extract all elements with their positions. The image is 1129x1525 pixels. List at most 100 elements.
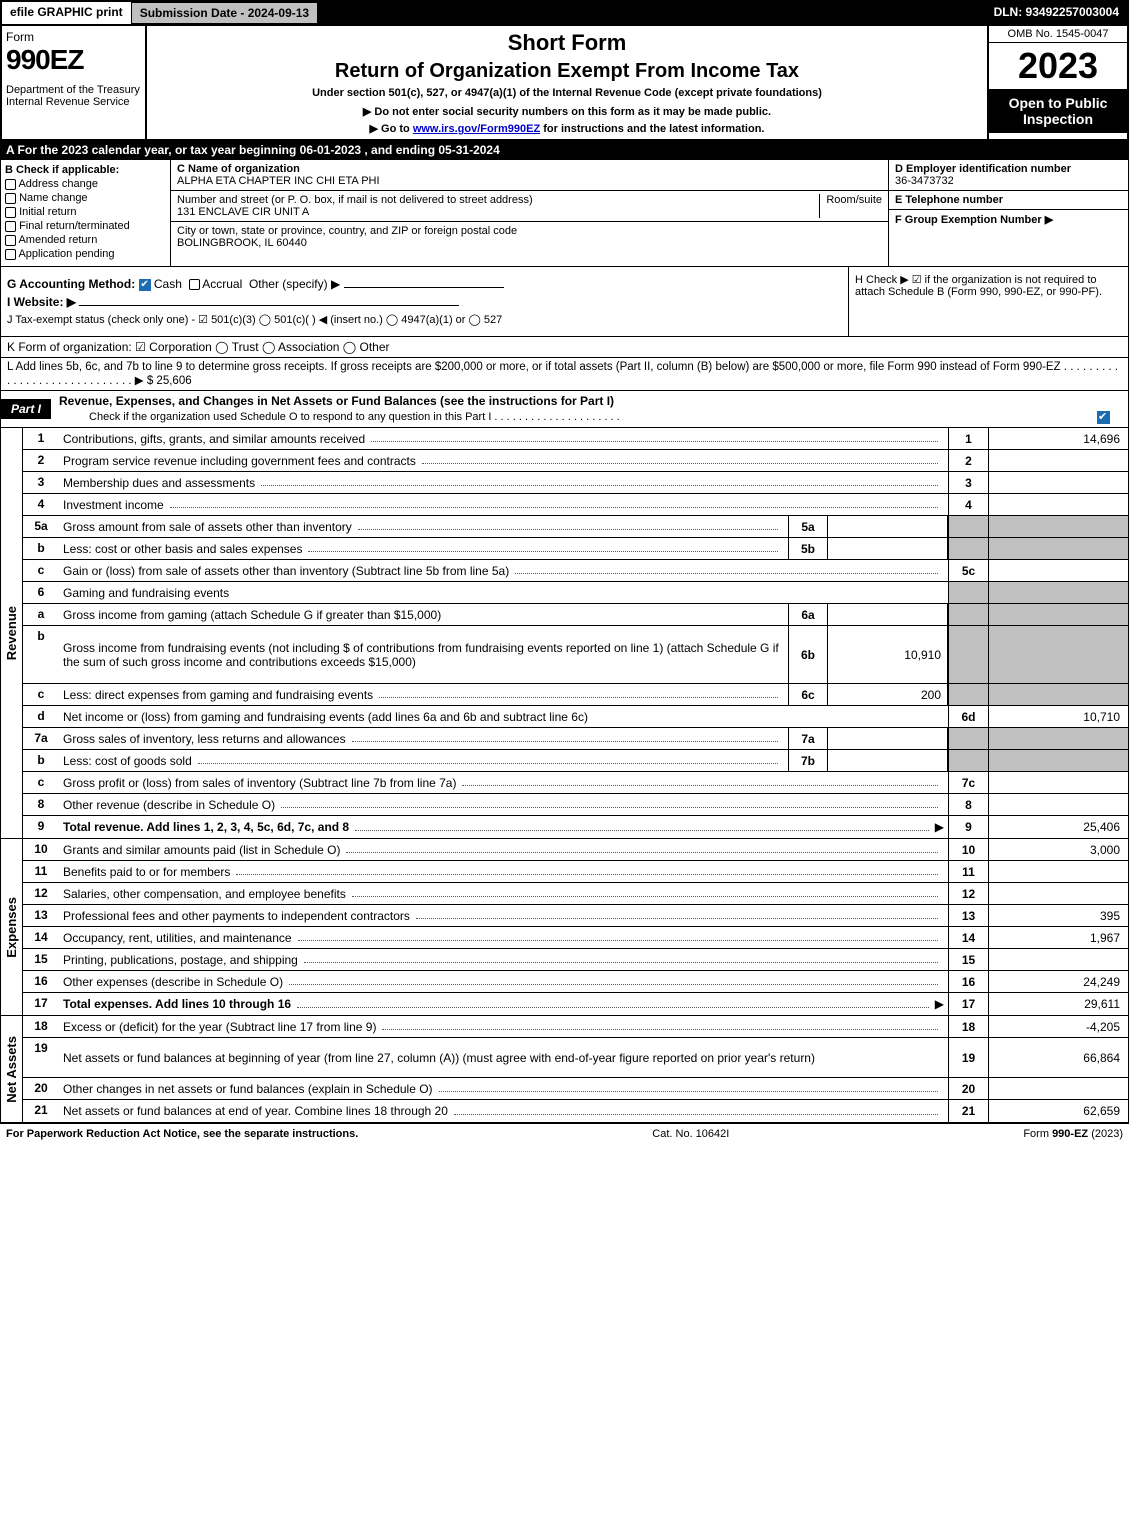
opt-initial-return[interactable]: Initial return [5, 206, 166, 218]
room-suite-label: Room/suite [819, 194, 882, 218]
k-form-org: K Form of organization: ☑ Corporation ◯ … [0, 337, 1129, 358]
cat-no: Cat. No. 10642I [652, 1128, 729, 1140]
org-name: ALPHA ETA CHAPTER INC CHI ETA PHI [177, 175, 380, 187]
header-mid: Short Form Return of Organization Exempt… [147, 26, 987, 139]
line-9: 9 Total revenue. Add lines 1, 2, 3, 4, 5… [23, 816, 1128, 838]
arrow-icon: ▶ [935, 820, 944, 834]
line-6b: b Gross income from fundraising events (… [23, 626, 1128, 684]
arrow-icon: ▶ [935, 997, 944, 1011]
revenue-table: Revenue 1 Contributions, gifts, grants, … [0, 428, 1129, 839]
part-1-tab: Part I [1, 399, 51, 419]
d-label: D Employer identification number [895, 163, 1071, 175]
e-label: E Telephone number [895, 194, 1003, 206]
line-16: 16 Other expenses (describe in Schedule … [23, 971, 1128, 993]
line-15: 15 Printing, publications, postage, and … [23, 949, 1128, 971]
top-bar: efile GRAPHIC print Submission Date - 20… [0, 0, 1129, 26]
f-label: F Group Exemption Number ▶ [895, 214, 1053, 226]
line-11: 11 Benefits paid to or for members 11 [23, 861, 1128, 883]
section-b: B Check if applicable: Address change Na… [1, 160, 171, 266]
b-label: B Check if applicable: [5, 164, 119, 176]
goto-pre: ▶ Go to [370, 123, 413, 135]
section-def: D Employer identification number 36-3473… [888, 160, 1128, 266]
line-12: 12 Salaries, other compensation, and emp… [23, 883, 1128, 905]
line-17: 17 Total expenses. Add lines 10 through … [23, 993, 1128, 1015]
line-2: 2 Program service revenue including gove… [23, 450, 1128, 472]
open-inspection: Open to Public Inspection [989, 89, 1127, 133]
net-assets-side-label: Net Assets [1, 1016, 23, 1122]
l-gross-receipts: L Add lines 5b, 6c, and 7b to line 9 to … [0, 358, 1129, 391]
line-3: 3 Membership dues and assessments 3 [23, 472, 1128, 494]
g-accounting: G Accounting Method: ✔ Cash Accrual Othe… [7, 277, 842, 291]
page-footer: For Paperwork Reduction Act Notice, see … [0, 1123, 1129, 1144]
line-6a: a Gross income from gaming (attach Sched… [23, 604, 1128, 626]
under-section: Under section 501(c), 527, or 4947(a)(1)… [151, 87, 983, 99]
line-8: 8 Other revenue (describe in Schedule O)… [23, 794, 1128, 816]
line-13: 13 Professional fees and other payments … [23, 905, 1128, 927]
line-1: 1 Contributions, gifts, grants, and simi… [23, 428, 1128, 450]
header-left: Form 990EZ Department of the Treasury In… [2, 26, 147, 139]
line-5c: c Gain or (loss) from sale of assets oth… [23, 560, 1128, 582]
expenses-side-label: Expenses [1, 839, 23, 1015]
part-1-title: Revenue, Expenses, and Changes in Net As… [51, 391, 1128, 411]
short-form-title: Short Form [151, 30, 983, 56]
line-7b: b Less: cost of goods sold 7b [23, 750, 1128, 772]
line-14: 14 Occupancy, rent, utilities, and maint… [23, 927, 1128, 949]
part-1-checkbox[interactable] [1097, 411, 1110, 424]
accrual-check[interactable] [189, 279, 200, 290]
return-title: Return of Organization Exempt From Incom… [151, 60, 983, 83]
ein-value: 36-3473732 [895, 175, 954, 187]
opt-address-change[interactable]: Address change [5, 178, 166, 190]
irs-link[interactable]: www.irs.gov/Form990EZ [413, 123, 540, 135]
c-addr-label: Number and street (or P. O. box, if mail… [177, 194, 533, 206]
h-schedule-b: H Check ▶ ☑ if the organization is not r… [848, 267, 1128, 336]
org-address: 131 ENCLAVE CIR UNIT A [177, 206, 309, 218]
opt-amended-return[interactable]: Amended return [5, 234, 166, 246]
line-20: 20 Other changes in net assets or fund b… [23, 1078, 1128, 1100]
opt-name-change[interactable]: Name change [5, 192, 166, 204]
i-website: I Website: ▶ [7, 295, 842, 309]
opt-final-return[interactable]: Final return/terminated [5, 220, 166, 232]
line-19: 19 Net assets or fund balances at beginn… [23, 1038, 1128, 1078]
line-7a: 7a Gross sales of inventory, less return… [23, 728, 1128, 750]
expenses-table: Expenses 10 Grants and similar amounts p… [0, 839, 1129, 1016]
line-6c: c Less: direct expenses from gaming and … [23, 684, 1128, 706]
dept-label: Department of the Treasury [6, 84, 141, 96]
line-18: 18 Excess or (deficit) for the year (Sub… [23, 1016, 1128, 1038]
net-assets-table: Net Assets 18 Excess or (deficit) for th… [0, 1016, 1129, 1123]
block-g-to-j: G Accounting Method: ✔ Cash Accrual Othe… [0, 267, 1129, 337]
j-tax-exempt: J Tax-exempt status (check only one) - ☑… [7, 313, 842, 326]
c-city-label: City or town, state or province, country… [177, 225, 517, 237]
form-ref: Form 990-EZ (2023) [1023, 1128, 1123, 1140]
paperwork-notice: For Paperwork Reduction Act Notice, see … [6, 1128, 358, 1140]
header-right: OMB No. 1545-0047 2023 Open to Public In… [987, 26, 1127, 139]
gi-left: G Accounting Method: ✔ Cash Accrual Othe… [1, 267, 848, 336]
opt-application-pending[interactable]: Application pending [5, 248, 166, 260]
form-label: Form [6, 30, 141, 44]
revenue-side-label: Revenue [1, 428, 23, 838]
goto-note: ▶ Go to www.irs.gov/Form990EZ for instru… [151, 122, 983, 135]
line-5b: b Less: cost or other basis and sales ex… [23, 538, 1128, 560]
line-21: 21 Net assets or fund balances at end of… [23, 1100, 1128, 1122]
dln: DLN: 93492257003004 [986, 2, 1127, 24]
form-number: 990EZ [6, 44, 141, 76]
org-city: BOLINGBROOK, IL 60440 [177, 237, 307, 249]
goto-post: for instructions and the latest informat… [540, 123, 764, 135]
line-7c: c Gross profit or (loss) from sales of i… [23, 772, 1128, 794]
section-c: C Name of organization ALPHA ETA CHAPTER… [171, 160, 888, 266]
irs-label: Internal Revenue Service [6, 96, 141, 108]
omb-number: OMB No. 1545-0047 [989, 26, 1127, 43]
part-1-header: Part I Revenue, Expenses, and Changes in… [0, 391, 1129, 428]
form-header: Form 990EZ Department of the Treasury In… [0, 26, 1129, 141]
part-1-subtitle: Check if the organization used Schedule … [51, 411, 1128, 427]
line-5a: 5a Gross amount from sale of assets othe… [23, 516, 1128, 538]
line-6d: d Net income or (loss) from gaming and f… [23, 706, 1128, 728]
line-4: 4 Investment income 4 [23, 494, 1128, 516]
cash-check[interactable]: ✔ [139, 279, 151, 291]
line-6: 6 Gaming and fundraising events [23, 582, 1128, 604]
line-10: 10 Grants and similar amounts paid (list… [23, 839, 1128, 861]
ssn-note: ▶ Do not enter social security numbers o… [151, 105, 983, 118]
tax-year: 2023 [989, 43, 1127, 89]
efile-label[interactable]: efile GRAPHIC print [2, 2, 131, 24]
c-name-label: C Name of organization [177, 163, 300, 175]
row-a-calendar: A For the 2023 calendar year, or tax yea… [0, 141, 1129, 159]
